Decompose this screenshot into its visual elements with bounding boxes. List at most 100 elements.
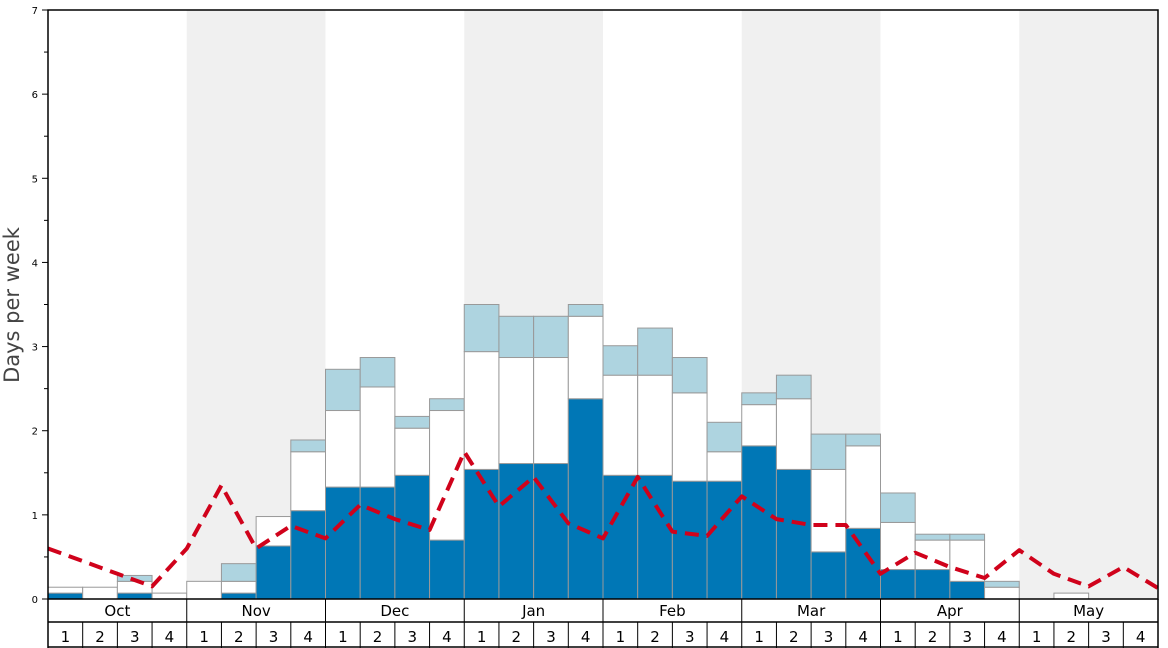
trend-line-path	[47, 449, 1160, 590]
week-label-9: 1	[338, 628, 348, 646]
week-label-17: 1	[616, 628, 626, 646]
bar-week-16-segment-1	[567, 398, 604, 600]
week-label-4: 4	[165, 628, 175, 646]
bar-week-21-segment-2	[741, 404, 777, 447]
week-label-14: 2	[512, 628, 522, 646]
bar-week-6-segment-1	[220, 592, 257, 600]
bar-week-21-segment-1	[741, 445, 777, 600]
week-label-25: 1	[893, 628, 903, 646]
bar-week-8-segment-1	[290, 510, 326, 600]
week-label-18: 2	[650, 628, 660, 646]
bar-week-28-segment-2	[984, 586, 1020, 600]
bar-week-10-segment-3	[359, 357, 396, 388]
bar-week-8-segment-3	[290, 439, 326, 453]
week-label-28: 4	[997, 628, 1007, 646]
week-label-23: 3	[824, 628, 834, 646]
bar-week-14-segment-1	[498, 463, 535, 600]
bar-week-14-segment-2	[498, 357, 535, 465]
bar-week-22-segment-2	[775, 398, 812, 470]
bar-week-30-segment-2	[1053, 592, 1090, 600]
bar-week-13-segment-3	[463, 304, 500, 353]
bar-week-6-segment-2	[220, 580, 257, 594]
bar-week-19-segment-3	[671, 357, 708, 394]
bar-week-10-segment-1	[359, 486, 396, 600]
bar-week-20-segment-2	[706, 451, 743, 482]
bar-week-8-segment-2	[290, 451, 326, 512]
bar-week-13-segment-2	[463, 351, 500, 470]
week-label-19: 3	[685, 628, 695, 646]
week-label-6: 2	[234, 628, 244, 646]
y-tick-label-0: 0	[32, 595, 38, 606]
month-label-nov: Nov	[241, 602, 270, 620]
week-label-30: 2	[1067, 628, 1077, 646]
bar-week-26-segment-1	[914, 569, 951, 600]
y-tick-label-5: 5	[32, 174, 38, 185]
bar-week-12-segment-3	[429, 398, 465, 412]
bar-week-3-segment-2	[116, 580, 153, 594]
month-shade-may	[1019, 10, 1158, 599]
week-label-7: 3	[269, 628, 279, 646]
week-label-8: 4	[303, 628, 313, 646]
y-tick-label-7: 7	[32, 6, 38, 17]
bar-week-18-segment-2	[637, 374, 673, 476]
bar-week-9-segment-3	[325, 368, 361, 412]
trend-line	[47, 449, 1160, 590]
bar-week-9-segment-1	[325, 486, 361, 600]
bar-week-18-segment-3	[637, 327, 673, 376]
bar-week-23-segment-1	[810, 551, 847, 600]
week-label-3: 3	[130, 628, 140, 646]
bar-week-16-segment-2	[567, 315, 604, 400]
bar-week-27-segment-1	[949, 580, 986, 600]
week-label-21: 1	[754, 628, 764, 646]
bar-week-24-segment-3	[845, 433, 881, 447]
week-label-12: 4	[442, 628, 452, 646]
bar-week-20-segment-1	[706, 480, 743, 600]
bar-week-9-segment-2	[325, 410, 361, 488]
bar-week-12-segment-1	[429, 539, 465, 600]
month-label-jan: Jan	[521, 602, 545, 620]
bar-week-21-segment-3	[741, 392, 777, 406]
bar-week-1-segment-2	[47, 586, 84, 594]
bar-week-17-segment-1	[602, 474, 639, 600]
week-label-10: 2	[373, 628, 383, 646]
week-label-32: 4	[1136, 628, 1146, 646]
bar-week-18-segment-1	[637, 474, 673, 600]
bar-week-23-segment-2	[810, 468, 847, 553]
x-axis: Oct Nov Dec Jan Feb Mar Apr May 1 2 3 4 1 2 3 4 1 2 3 4 1 2 3 4…	[47, 599, 1159, 648]
week-label-11: 3	[407, 628, 417, 646]
bar-week-11-segment-3	[394, 415, 431, 429]
month-label-apr: Apr	[937, 602, 964, 620]
bar-week-19-segment-2	[671, 392, 708, 482]
bar-week-15-segment-2	[533, 357, 569, 465]
bar-week-15-segment-3	[533, 315, 569, 359]
bar-week-1-segment-1	[47, 592, 84, 600]
bar-week-13-segment-1	[463, 468, 500, 600]
bar-week-20-segment-3	[706, 421, 743, 453]
bar-week-3-segment-1	[116, 592, 153, 600]
bar-week-22-segment-3	[775, 374, 812, 400]
bar-week-17-segment-3	[602, 345, 639, 376]
month-label-mar: Mar	[797, 602, 826, 620]
week-label-24: 4	[858, 628, 868, 646]
y-tick-label-6: 6	[32, 90, 38, 101]
bar-week-2-segment-2	[82, 586, 118, 600]
week-label-2: 2	[95, 628, 105, 646]
week-label-29: 1	[1032, 628, 1042, 646]
y-tick-label-4: 4	[32, 258, 38, 269]
month-label-oct: Oct	[104, 602, 130, 620]
week-label-15: 3	[546, 628, 556, 646]
y-tick-label-1: 1	[32, 511, 38, 522]
month-label-feb: Feb	[659, 602, 686, 620]
week-label-13: 1	[477, 628, 487, 646]
bar-week-11-segment-2	[394, 427, 431, 476]
bar-week-28-segment-3	[984, 580, 1020, 588]
bar-week-11-segment-1	[394, 474, 431, 600]
bar-week-19-segment-1	[671, 480, 708, 600]
bar-week-23-segment-3	[810, 433, 847, 470]
month-label-may: May	[1073, 602, 1104, 620]
week-label-27: 3	[962, 628, 972, 646]
bar-week-26-segment-3	[914, 533, 951, 541]
y-axis: 0 1 2 3 4 5 6 7	[32, 6, 48, 606]
week-label-5: 1	[199, 628, 209, 646]
month-label-dec: Dec	[380, 602, 409, 620]
